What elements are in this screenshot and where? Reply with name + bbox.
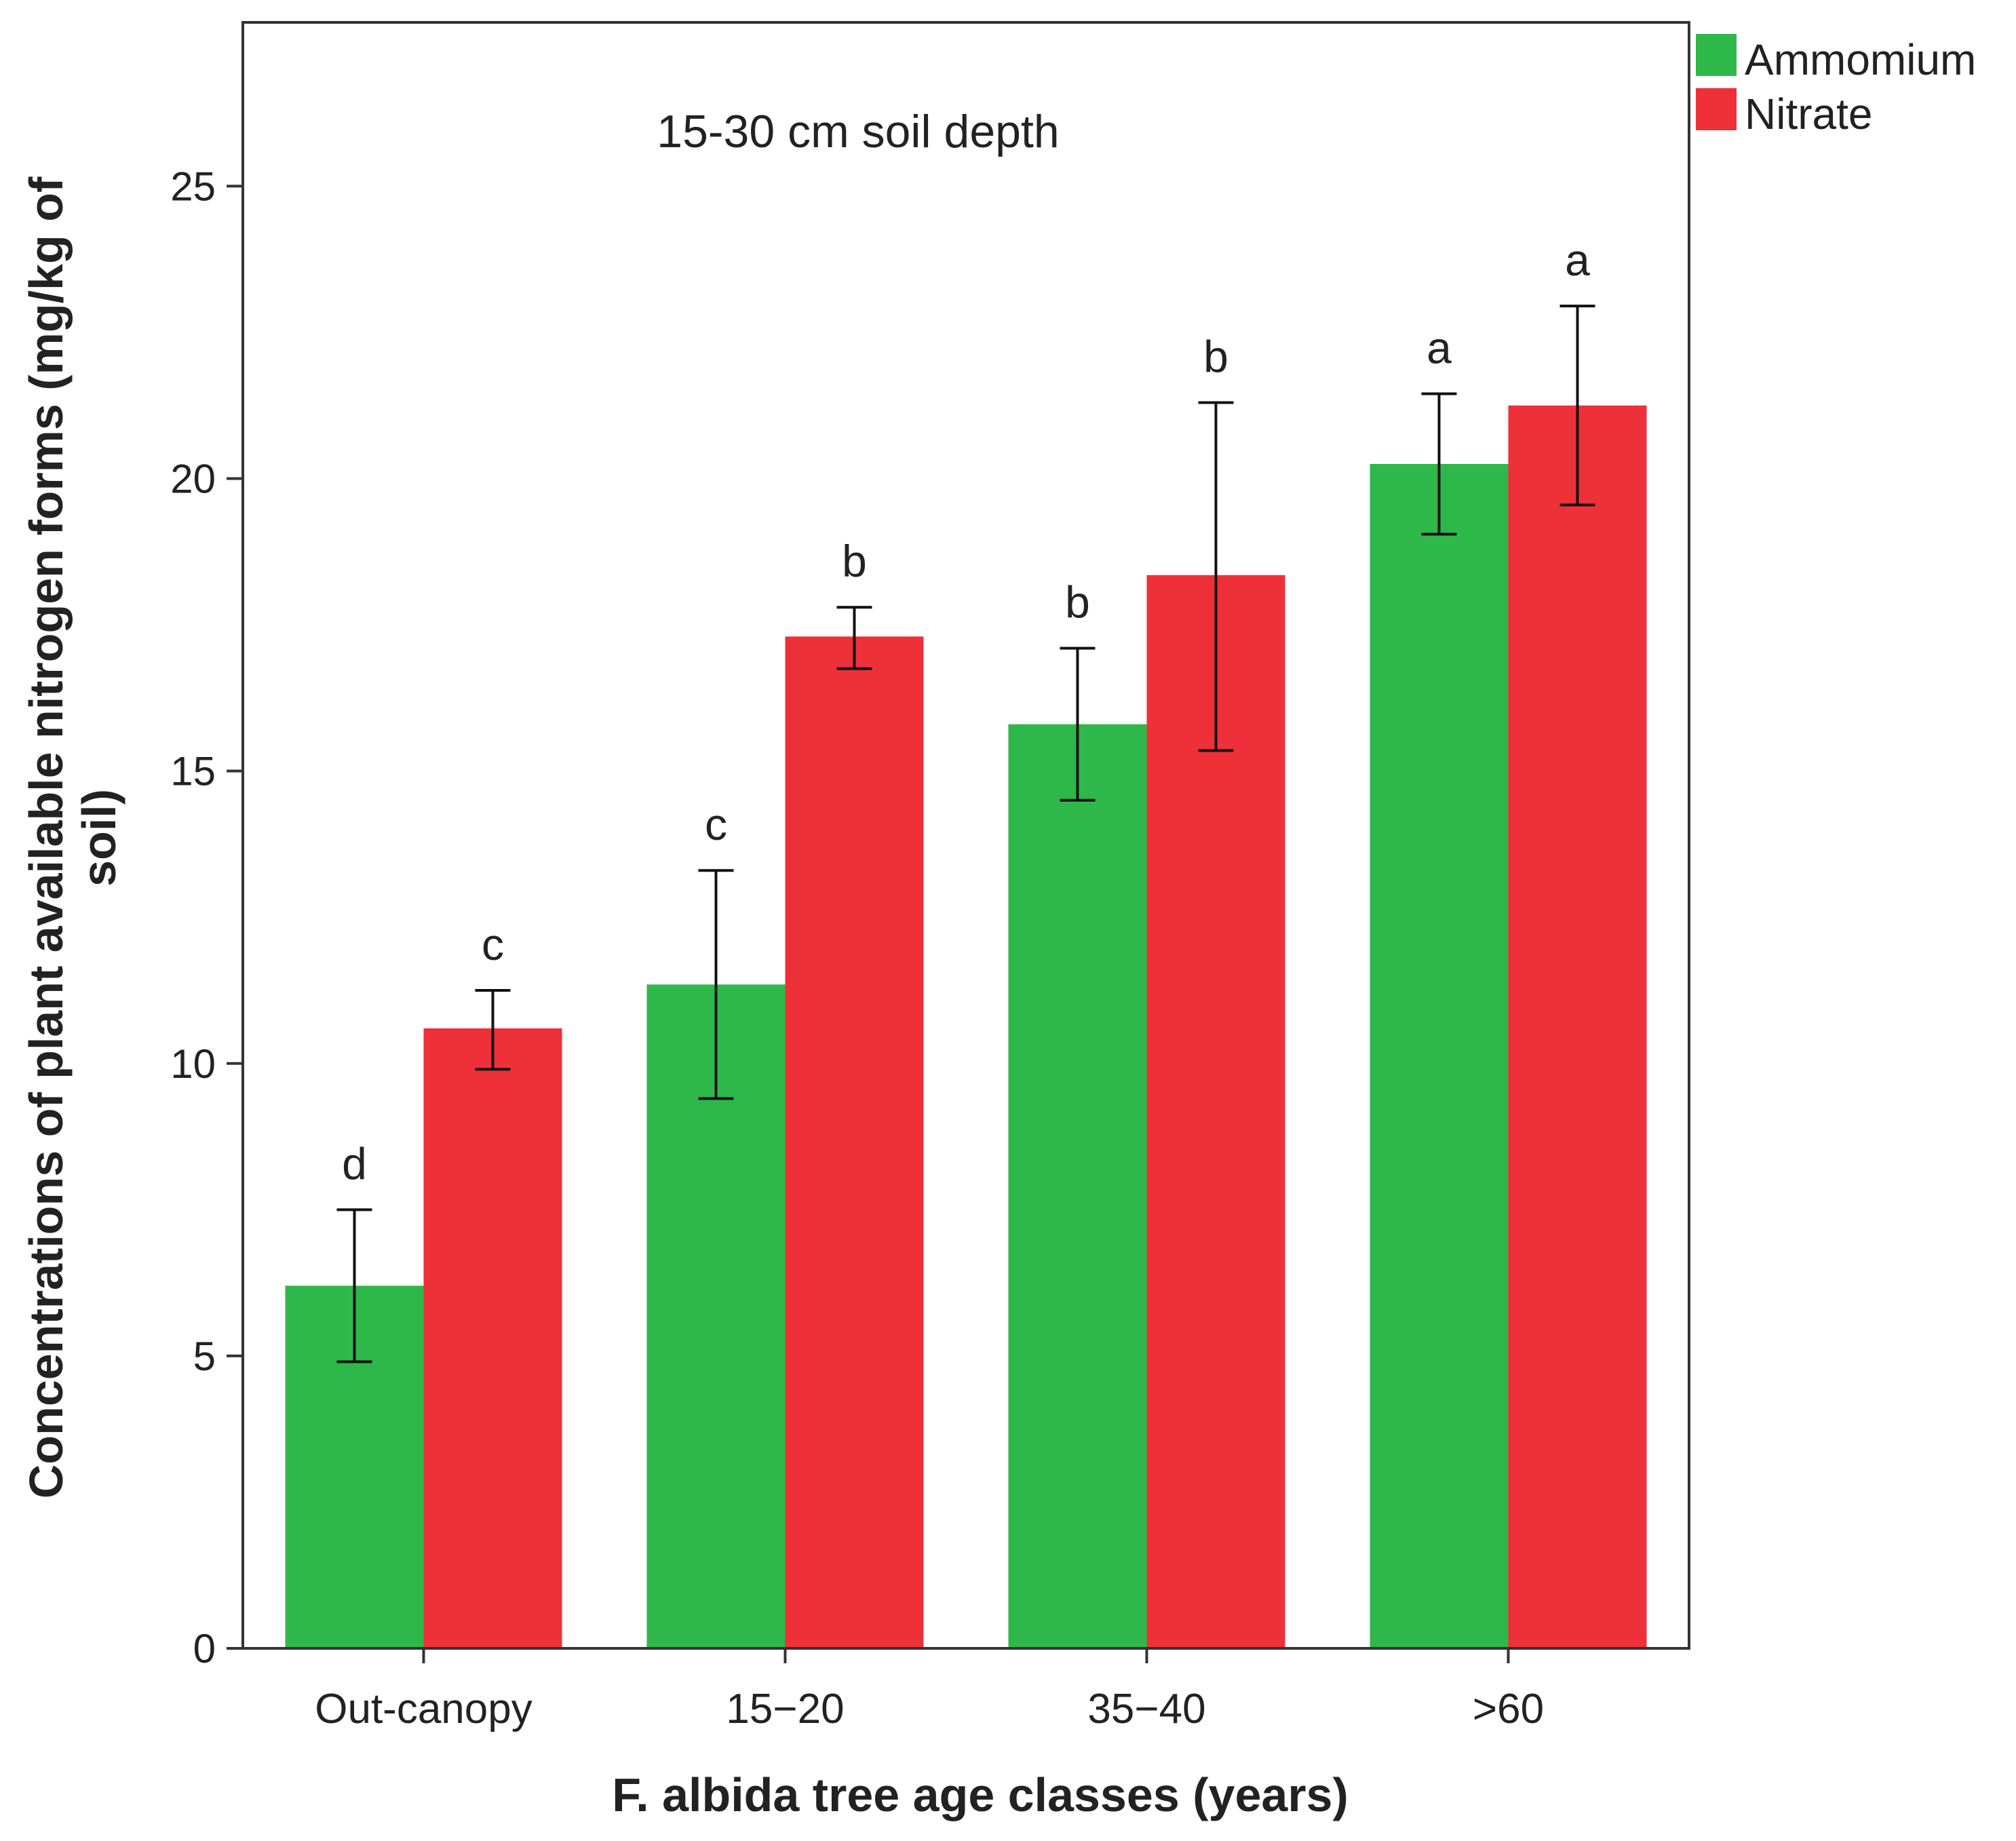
x-axis-title: F. albida tree age classes (years) — [612, 1768, 1349, 1821]
depth-annotation: 15-30 cm soil depth — [657, 106, 1059, 157]
legend-swatch-ammomium — [1696, 34, 1737, 76]
x-category-label-60: >60 — [1473, 1686, 1544, 1732]
significance-letter-ammomium-60: a — [1427, 323, 1452, 373]
legend-swatch-nitrate — [1696, 88, 1737, 130]
error-bar-nitrate-out-canopy — [475, 988, 511, 1071]
x-category-label-15-20: 15−20 — [726, 1686, 844, 1732]
y-tick-label-5: 5 — [193, 1334, 216, 1379]
significance-letter-nitrate-60: a — [1565, 235, 1590, 285]
legend-label-nitrate: Nitrate — [1745, 90, 1873, 138]
bar-nitrate-35-40 — [1146, 575, 1285, 1648]
significance-letter-nitrate-35-40: b — [1203, 331, 1228, 381]
y-axis-title-line-2: soil) — [73, 789, 125, 887]
bars-layer — [285, 405, 1647, 1649]
significance-letter-ammomium-out-canopy: d — [342, 1138, 367, 1188]
y-axis-title-line-1: Concentrations of plant available nitrog… — [20, 176, 73, 1498]
bar-nitrate-60 — [1508, 405, 1647, 1649]
bar-nitrate-15-20 — [785, 636, 924, 1648]
error-bar-ammomium-35-40 — [1060, 646, 1096, 802]
bar-nitrate-out-canopy — [423, 1028, 562, 1648]
legend: Ammomium Nitrate — [1696, 34, 1976, 138]
error-bar-ammomium-out-canopy — [336, 1208, 372, 1363]
legend-label-ammomium: Ammomium — [1745, 35, 1976, 84]
significance-letter-nitrate-out-canopy: c — [482, 919, 504, 969]
x-category-label-35-40: 35−40 — [1087, 1686, 1205, 1732]
y-tick-label-20: 20 — [170, 457, 216, 502]
plot-frame — [241, 21, 1690, 1650]
error-bar-ammomium-60 — [1421, 392, 1457, 536]
significance-letter-ammomium-15-20: c — [705, 799, 727, 849]
bar-ammomium-35-40 — [1008, 724, 1147, 1648]
significance-letter-ammomium-35-40: b — [1065, 577, 1090, 627]
error-bar-nitrate-35-40 — [1198, 401, 1234, 752]
bar-ammomium-60 — [1370, 463, 1509, 1648]
y-axis: 0 5 10 15 20 25 — [170, 163, 243, 1671]
y-axis-title: Concentrations of plant available nitrog… — [20, 176, 125, 1498]
error-bar-ammomium-15-20 — [698, 869, 734, 1100]
x-axis: Out-canopy 15−20 35−40 >60 — [315, 1648, 1544, 1732]
significance-letters-layer: d c c b b b a a — [342, 235, 1590, 1188]
error-bar-nitrate-15-20 — [836, 606, 872, 670]
y-tick-label-10: 10 — [170, 1041, 216, 1087]
y-tick-label-0: 0 — [193, 1626, 216, 1671]
y-tick-label-15: 15 — [170, 749, 216, 794]
x-category-label-out-canopy: Out-canopy — [315, 1686, 532, 1732]
error-bar-nitrate-60 — [1559, 305, 1595, 507]
significance-letter-nitrate-15-20: b — [842, 536, 867, 586]
y-tick-label-25: 25 — [170, 163, 216, 209]
error-bars-layer — [336, 305, 1595, 1363]
